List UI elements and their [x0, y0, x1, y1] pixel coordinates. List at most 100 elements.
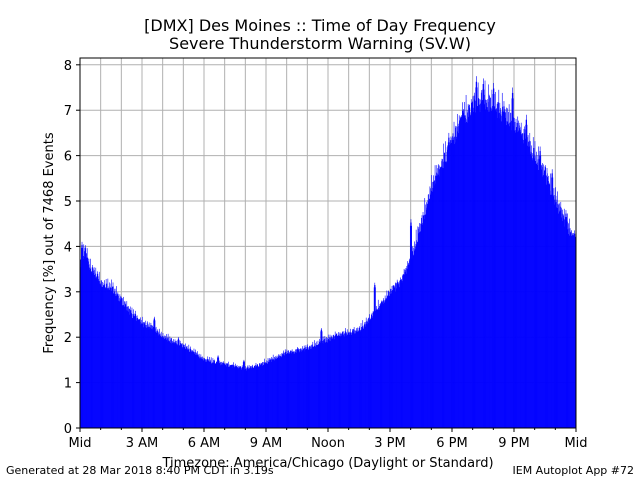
bar — [425, 204, 427, 428]
bar — [536, 163, 537, 428]
bar — [352, 329, 354, 428]
bar — [95, 273, 96, 428]
bar — [202, 357, 204, 428]
bar — [210, 357, 212, 428]
bar — [484, 94, 485, 428]
bar — [314, 345, 316, 428]
bar — [499, 109, 501, 429]
bar — [137, 319, 139, 428]
bar — [400, 277, 401, 428]
bar — [290, 350, 291, 428]
bar — [174, 343, 175, 428]
bar — [267, 363, 268, 428]
bar — [86, 253, 87, 428]
bar — [545, 175, 547, 428]
bar — [494, 94, 495, 428]
bar — [284, 352, 285, 428]
bar — [240, 369, 242, 428]
bar — [539, 151, 541, 428]
bar — [89, 267, 90, 428]
bar — [473, 107, 474, 428]
bar — [461, 115, 463, 428]
bar — [354, 333, 356, 428]
bar — [517, 132, 518, 428]
bar — [153, 320, 154, 428]
bar — [371, 314, 372, 428]
y-tick-label: 0 — [64, 422, 72, 437]
bar — [529, 132, 531, 428]
bar — [246, 370, 247, 428]
bar — [254, 365, 255, 428]
bar — [104, 287, 106, 428]
bar — [570, 231, 572, 428]
bar — [380, 304, 381, 428]
bar — [245, 367, 247, 428]
bar — [313, 345, 315, 428]
bar — [468, 104, 470, 428]
bar — [347, 334, 348, 428]
bar — [482, 89, 483, 429]
bar — [333, 334, 335, 428]
bar — [287, 353, 288, 428]
bar — [351, 334, 353, 428]
bar — [498, 113, 499, 428]
bar — [223, 362, 224, 428]
bar — [253, 367, 255, 428]
bar — [327, 337, 328, 428]
bar — [268, 359, 270, 428]
bar — [513, 126, 515, 428]
bar — [324, 341, 325, 428]
chart-title: [DMX] Des Moines :: Time of Day Frequenc… — [144, 16, 496, 35]
bar — [431, 175, 432, 428]
bar — [322, 343, 323, 428]
bar — [135, 310, 136, 428]
bar — [229, 364, 231, 428]
bar — [295, 352, 297, 428]
bar — [191, 350, 193, 428]
bar — [537, 159, 539, 428]
generated-footer: Generated at 28 Mar 2018 8:40 PM CDT in … — [6, 464, 274, 477]
bar — [460, 117, 462, 428]
bar — [137, 318, 139, 428]
bar — [150, 328, 152, 428]
bar — [243, 360, 244, 428]
bar — [228, 366, 230, 428]
bar — [267, 358, 269, 428]
bar — [240, 366, 241, 428]
bar — [225, 363, 227, 428]
bar — [156, 332, 158, 428]
bar — [144, 321, 145, 428]
bar — [338, 332, 339, 428]
bar — [288, 353, 290, 428]
bar — [298, 348, 299, 428]
bar — [370, 317, 372, 428]
bar — [510, 120, 512, 428]
bar — [507, 124, 509, 428]
bar — [369, 314, 370, 428]
bar — [318, 344, 319, 428]
bar — [390, 288, 391, 428]
bar — [262, 361, 264, 428]
bar — [173, 339, 174, 428]
bar — [194, 352, 195, 428]
bar — [323, 340, 325, 428]
bar — [394, 287, 396, 428]
bar — [461, 110, 463, 428]
bar — [536, 155, 538, 428]
bar — [473, 95, 475, 428]
bar — [84, 248, 86, 428]
bar — [357, 327, 358, 428]
bar — [250, 365, 252, 428]
bar — [477, 106, 478, 428]
bar — [566, 221, 568, 428]
bar — [294, 353, 296, 428]
bar — [509, 122, 510, 428]
bar — [565, 210, 567, 428]
bar — [85, 245, 86, 428]
bar — [261, 364, 262, 428]
bar — [129, 314, 131, 428]
bar — [191, 351, 193, 428]
bar — [110, 283, 112, 428]
bar — [131, 314, 132, 428]
bar — [347, 335, 349, 428]
